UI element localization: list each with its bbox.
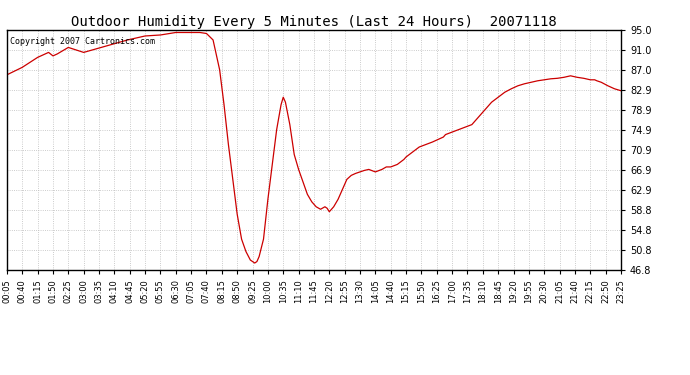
Title: Outdoor Humidity Every 5 Minutes (Last 24 Hours)  20071118: Outdoor Humidity Every 5 Minutes (Last 2… <box>71 15 557 29</box>
Text: Copyright 2007 Cartronics.com: Copyright 2007 Cartronics.com <box>10 37 155 46</box>
